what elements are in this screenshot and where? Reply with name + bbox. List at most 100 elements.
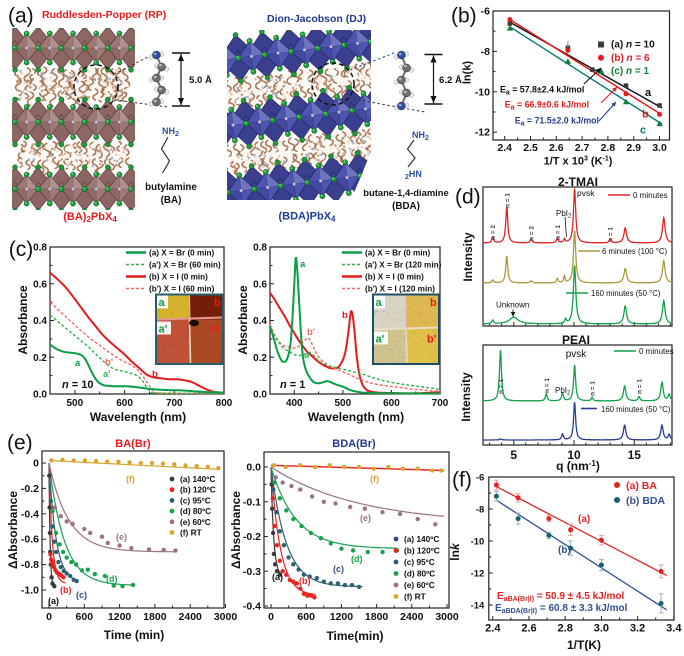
svg-text:0.2: 0.2 xyxy=(33,353,47,364)
svg-text:500: 500 xyxy=(335,398,352,409)
svg-text:(a): (a) xyxy=(8,5,34,28)
svg-text:0.6: 0.6 xyxy=(253,279,267,290)
svg-text:(b) 120ºC: (b) 120ºC xyxy=(180,485,216,495)
svg-text:butane-1,4-diamine: butane-1,4-diamine xyxy=(363,187,448,198)
svg-text:Intensity: Intensity xyxy=(461,232,475,282)
svg-text:(d) 80ºC: (d) 80ºC xyxy=(404,569,435,579)
svg-text:n = 1: n = 1 xyxy=(555,225,562,240)
svg-text:160 minutes (50 °C): 160 minutes (50 °C) xyxy=(601,405,671,414)
svg-text:3.2: 3.2 xyxy=(630,623,645,635)
svg-text:10: 10 xyxy=(567,448,581,462)
svg-text:(d): (d) xyxy=(351,554,363,564)
svg-text:(a) 140ºC: (a) 140ºC xyxy=(180,474,215,484)
svg-text:lnk: lnk xyxy=(448,542,462,561)
svg-text:ln(k): ln(k) xyxy=(462,61,474,85)
svg-text:(BDA): (BDA) xyxy=(392,201,420,212)
svg-text:butylamine: butylamine xyxy=(145,182,197,193)
svg-text:Ruddlesden-Popper (RP): Ruddlesden-Popper (RP) xyxy=(42,9,166,21)
svg-text:Wavelength (nm): Wavelength (nm) xyxy=(308,410,404,424)
svg-text:-6: -6 xyxy=(481,6,490,18)
svg-text:a: a xyxy=(300,259,306,270)
svg-text:b': b' xyxy=(105,357,113,368)
svg-text:1200: 1200 xyxy=(108,611,132,623)
svg-text:-10: -10 xyxy=(471,536,485,547)
svg-text:a': a' xyxy=(103,369,111,380)
svg-text:1200: 1200 xyxy=(330,611,354,623)
svg-text:-0.4: -0.4 xyxy=(243,601,261,613)
svg-text:-6: -6 xyxy=(476,472,484,483)
svg-text:a': a' xyxy=(304,350,312,361)
svg-text:n = 1: n = 1 xyxy=(544,378,551,393)
svg-text:-0.3: -0.3 xyxy=(243,566,261,578)
svg-text:n = 2: n = 2 xyxy=(490,225,497,240)
svg-text:5.0 Å: 5.0 Å xyxy=(189,75,212,86)
svg-text:(f): (f) xyxy=(126,474,135,484)
svg-text:b': b' xyxy=(307,327,315,338)
svg-text:a': a' xyxy=(376,334,385,346)
svg-text:c: c xyxy=(640,125,646,137)
svg-text:2HN: 2HN xyxy=(405,169,422,181)
svg-text:0 minutes: 0 minutes xyxy=(639,347,674,356)
svg-text:b': b' xyxy=(427,334,437,346)
svg-text:600: 600 xyxy=(297,611,315,623)
svg-text:2.4: 2.4 xyxy=(485,623,501,635)
svg-text:b: b xyxy=(642,109,649,121)
svg-text:(b) 120ºC: (b) 120ºC xyxy=(404,546,440,556)
svg-text:(BA): (BA) xyxy=(161,195,182,206)
svg-text:(a) BA: (a) BA xyxy=(626,480,657,492)
svg-text:-0.1: -0.1 xyxy=(243,496,261,508)
svg-text:0: 0 xyxy=(46,611,52,623)
svg-text:-10: -10 xyxy=(475,86,490,98)
svg-text:(e) 60ºC: (e) 60ºC xyxy=(180,517,211,527)
svg-text:0.0: 0.0 xyxy=(246,462,261,474)
svg-text:(b') X = I (60 min): (b') X = I (60 min) xyxy=(149,285,215,294)
svg-text:(d): (d) xyxy=(106,574,118,584)
svg-text:3.0: 3.0 xyxy=(652,142,667,154)
svg-text:n = 1: n = 1 xyxy=(590,381,597,396)
svg-text:(b') X = I (120 min): (b') X = I (120 min) xyxy=(365,285,435,294)
svg-text:NH2: NH2 xyxy=(162,126,179,138)
svg-text:0.2: 0.2 xyxy=(253,353,267,364)
svg-text:2.4: 2.4 xyxy=(497,142,512,154)
svg-text:1800: 1800 xyxy=(365,611,389,623)
svg-text:n = 1: n = 1 xyxy=(637,379,644,394)
svg-text:(e): (e) xyxy=(360,513,371,523)
svg-text:b': b' xyxy=(211,324,221,336)
svg-text:b: b xyxy=(430,297,437,309)
svg-text:(f) RT: (f) RT xyxy=(180,528,202,538)
svg-text:-1.0: -1.0 xyxy=(21,585,39,597)
svg-text:n = 1: n = 1 xyxy=(608,227,615,242)
svg-text:Ea = 57.8±2.4 kJ/mol: Ea = 57.8±2.4 kJ/mol xyxy=(500,85,584,97)
svg-text:pvsk: pvsk xyxy=(577,188,595,198)
svg-text:-12: -12 xyxy=(475,127,490,139)
svg-text:0: 0 xyxy=(268,611,274,623)
svg-text:700: 700 xyxy=(166,398,183,409)
svg-text:3000: 3000 xyxy=(435,611,459,623)
svg-text:(a) n = 10: (a) n = 10 xyxy=(611,40,655,51)
svg-text:0.4: 0.4 xyxy=(253,316,267,327)
svg-text:(c) 95ºC: (c) 95ºC xyxy=(180,495,211,505)
svg-text:(b): (b) xyxy=(558,545,571,556)
svg-text:2.9: 2.9 xyxy=(626,142,641,154)
svg-text:BDA(Br): BDA(Br) xyxy=(332,438,376,450)
svg-text:(a) 140ºC: (a) 140ºC xyxy=(404,534,439,544)
svg-text:2.5: 2.5 xyxy=(523,142,538,154)
svg-text:0.4: 0.4 xyxy=(33,316,47,327)
svg-text:3.0: 3.0 xyxy=(594,623,609,635)
svg-text:b: b xyxy=(342,310,348,321)
svg-text:(b) n = 6: (b) n = 6 xyxy=(611,53,650,64)
svg-text:a: a xyxy=(376,297,383,309)
svg-text:(b): (b) xyxy=(60,585,72,595)
svg-text:6.2 Å: 6.2 Å xyxy=(439,75,462,86)
svg-text:(d) 80ºC: (d) 80ºC xyxy=(180,506,211,516)
svg-text:Unknown: Unknown xyxy=(496,301,529,310)
svg-text:600: 600 xyxy=(116,398,133,409)
svg-text:a: a xyxy=(159,297,166,309)
svg-text:(f) RT: (f) RT xyxy=(404,592,426,602)
svg-text:(f): (f) xyxy=(370,474,379,484)
svg-text:-0.8: -0.8 xyxy=(21,559,39,571)
svg-text:160 minutes (50 °C): 160 minutes (50 °C) xyxy=(591,289,661,298)
svg-text:1/T(K): 1/T(K) xyxy=(567,638,601,651)
svg-text:0.6: 0.6 xyxy=(33,279,47,290)
svg-text:-0.6: -0.6 xyxy=(21,534,39,546)
